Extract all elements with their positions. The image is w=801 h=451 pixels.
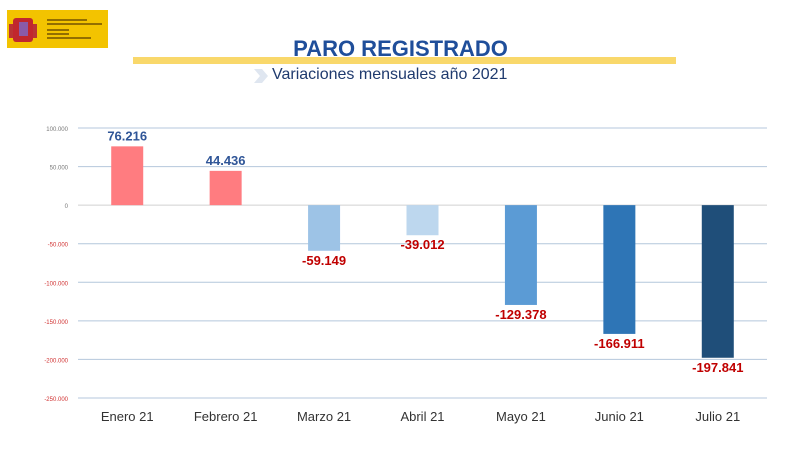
y-tick-label: 50.000 [50,166,69,172]
bar [504,205,537,305]
x-tick-label: Enero 21 [101,409,154,424]
data-label: 44.436 [206,153,246,168]
y-tick-label: -200.000 [44,358,68,364]
x-tick-label: Abril 21 [400,409,444,424]
bar [406,205,439,236]
y-tick-label: -250.000 [44,397,68,403]
x-tick-label: Junio 21 [595,409,644,424]
y-tick-label: -150.000 [44,320,68,326]
data-label: -129.378 [495,307,546,322]
x-tick-label: Marzo 21 [297,409,351,424]
bar [603,205,636,334]
page-subtitle: Variaciones mensuales año 2021 [272,66,508,83]
data-label: 76.216 [107,128,147,143]
bar [308,205,341,251]
bar [701,205,734,358]
bar [209,170,242,206]
y-tick-label: 0 [65,204,69,210]
x-tick-label: Febrero 21 [194,409,258,424]
data-label: -39.012 [400,237,444,252]
chevron-right-icon [254,69,268,83]
y-tick-label: 100.000 [46,127,68,133]
government-logo [7,10,108,48]
page-title: PARO REGISTRADO [293,36,508,61]
data-label: -59.149 [302,253,346,268]
x-tick-label: Mayo 21 [496,409,546,424]
title-underline [133,57,676,64]
x-tick-label: Julio 21 [695,409,740,424]
y-tick-label: -100.000 [44,281,68,287]
data-label: -166.911 [594,336,645,351]
y-tick-label: -50.000 [48,243,69,249]
bar [111,146,144,206]
data-label: -197.841 [692,360,743,375]
